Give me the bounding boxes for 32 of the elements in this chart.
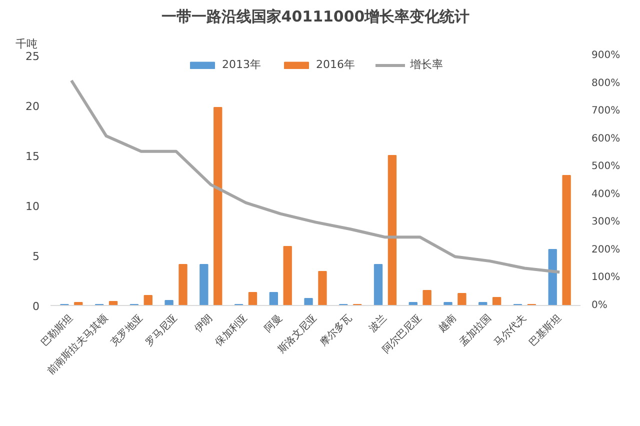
y2-tick-label: 400% [592, 188, 620, 200]
y-tick-label: 15 [26, 150, 40, 163]
y2-tick-label: 800% [592, 78, 620, 89]
legend-label: 2016年 [316, 57, 355, 72]
y2-tick-label: 600% [592, 133, 620, 144]
x-tick-label: 马尔代夫 [492, 312, 529, 349]
legend-label: 2013年 [222, 57, 261, 72]
x-tick-label: 波兰 [366, 312, 390, 335]
x-tick-label: 巴基斯坦 [526, 312, 564, 349]
y2-tick-label: 100% [592, 272, 620, 284]
x-tick-label: 罗马尼亚 [144, 312, 180, 349]
y-axis-title: 千吨 [16, 38, 38, 50]
y2-tick-label: 700% [592, 106, 620, 117]
x-tick-label: 伊朗 [192, 312, 215, 335]
x-tick-label: 保加利亚 [212, 312, 250, 349]
x-tick-label: 孟加拉国 [456, 312, 494, 349]
y-tick-label: 20 [26, 100, 40, 113]
y-tick-label: 25 [26, 50, 40, 63]
y-tick-label: 0 [32, 300, 40, 313]
x-tick-label: 克罗地亚 [108, 312, 146, 349]
x-tick-label: 摩尔多瓦 [317, 312, 354, 349]
y-tick-label: 5 [32, 250, 40, 263]
y2-tick-label: 300% [592, 216, 620, 228]
chart-title: 一带一路沿线国家40111000增长率变化统计 [161, 8, 470, 26]
legend-label: 增长率 [410, 57, 443, 72]
y-tick-label: 10 [26, 200, 40, 213]
x-tick-label: 越南 [436, 312, 459, 335]
y2-tick-label: 900% [592, 50, 620, 61]
x-tick-label: 阿曼 [262, 312, 285, 335]
y2-tick-label: 500% [592, 161, 620, 172]
y2-tick-label: 200% [592, 244, 620, 256]
y2-tick-label: 0% [592, 300, 608, 311]
